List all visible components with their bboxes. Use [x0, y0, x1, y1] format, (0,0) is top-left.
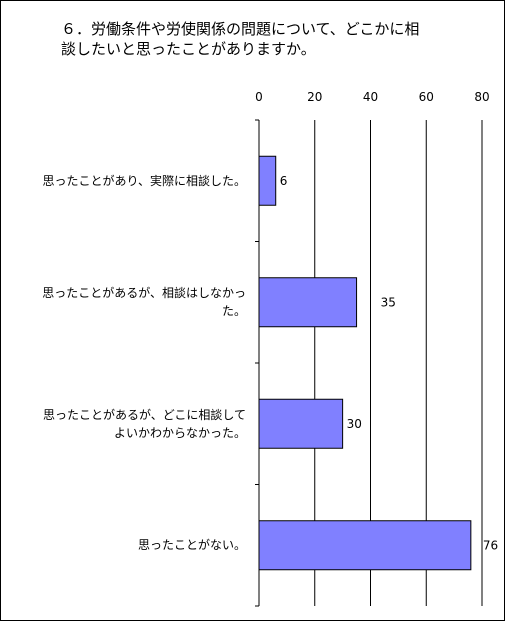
x-tick-label-60: 60: [419, 90, 434, 104]
category-label-2-line-1: よいかわからなかった。: [113, 425, 246, 440]
x-tick-label-40: 40: [363, 90, 378, 104]
bar-0: [258, 155, 277, 206]
category-label-3-line-0: 思ったことがない。: [137, 538, 246, 553]
value-label-3: 76: [483, 538, 498, 552]
category-label-1: 思ったことがあるが、相談はしなかった。: [6, 284, 246, 320]
x-tick-label-0: 0: [255, 90, 263, 104]
chart-title-line-2: 談したいと思ったことがありますか。: [61, 40, 316, 58]
category-label-3: 思ったことがない。: [6, 536, 246, 554]
value-label-0: 6: [280, 174, 288, 188]
chart-title: ６．労働条件や労使関係の問題について、どこかに相 談したいと思ったことがあります…: [61, 19, 481, 59]
category-label-0-line-0: 思ったことがあり、実際に相談した。: [42, 173, 246, 188]
category-label-1-line-1: た。: [221, 304, 246, 319]
value-label-1: 35: [381, 295, 396, 309]
category-label-0: 思ったことがあり、実際に相談した。: [6, 172, 246, 190]
bar-1: [258, 277, 358, 328]
x-tick-label-20: 20: [307, 90, 322, 104]
category-label-1-line-0: 思ったことがあるが、相談はしなかっ: [42, 286, 246, 301]
x-tick-label-80: 80: [474, 90, 489, 104]
bar-3: [258, 520, 472, 571]
bar-2: [258, 398, 344, 449]
category-label-2-line-0: 思ったことがあるが、どこに相談して: [42, 407, 246, 422]
value-label-2: 30: [347, 417, 362, 431]
category-label-2: 思ったことがあるが、どこに相談してよいかわからなかった。: [6, 406, 246, 442]
chart-title-line-1: ６．労働条件や労使関係の問題について、どこかに相: [61, 20, 420, 38]
